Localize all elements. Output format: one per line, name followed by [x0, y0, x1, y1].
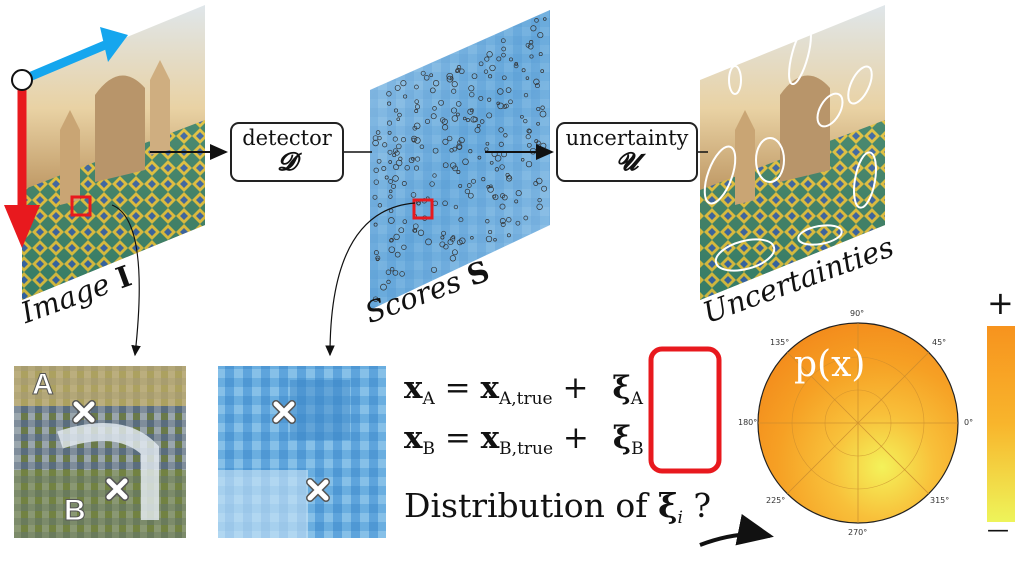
score-map — [370, 10, 550, 310]
angle-225: 225° — [766, 496, 786, 505]
eq-a-rhs-sub: A,true — [498, 389, 553, 409]
point-b-label: B — [64, 494, 87, 528]
question-text: Distribution of — [404, 486, 648, 525]
eq-b-xi-sub: B — [631, 439, 644, 459]
eq-b-lhs: x — [404, 420, 423, 456]
uncertainty-box: uncertainty 𝓤 — [556, 122, 698, 182]
eq-b-lhs-sub: B — [422, 439, 435, 459]
question-sub: i — [677, 508, 683, 528]
angle-180: 180° — [738, 418, 758, 427]
input-image — [22, 5, 205, 300]
zoom-patch-image — [14, 366, 186, 538]
angle-0: 0° — [964, 418, 974, 427]
eq-b-xi: ξ — [612, 420, 632, 456]
eq-b-rhs: x — [480, 420, 500, 456]
eq-a-lhs: x — [404, 370, 423, 406]
uncertainty-symbol: 𝓤 — [615, 147, 639, 176]
cross-marker — [105, 477, 129, 501]
equation-b: xB = xB,true + ξB — [404, 420, 644, 459]
eq-a-equals: = — [444, 370, 471, 406]
polar-distribution-plot — [757, 322, 959, 524]
eq-a-rhs: x — [480, 370, 499, 406]
question-mark: ? — [693, 486, 712, 525]
polar-density-text: p(x) — [794, 344, 866, 385]
question-xi: ξ — [657, 486, 678, 525]
noise-highlight-box — [648, 346, 722, 474]
colorbar — [987, 326, 1015, 522]
eq-a-plus: + — [562, 370, 589, 406]
angle-270: 270° — [848, 528, 868, 537]
eq-b-plus: + — [562, 420, 589, 456]
polar-density-label: p(x) — [794, 344, 865, 385]
colorbar-plus: + — [987, 284, 1014, 322]
distribution-question: Distribution of ξi ? — [404, 486, 711, 528]
uncertainty-image — [700, 5, 885, 300]
cross-marker — [72, 400, 96, 424]
colorbar-minus: — — [987, 518, 1009, 543]
equation-a: xA = xA,true + ξA — [404, 370, 643, 409]
cross-marker — [306, 478, 330, 502]
cross-marker — [272, 400, 296, 424]
eq-b-equals: = — [444, 420, 471, 456]
angle-90: 90° — [850, 309, 865, 318]
eq-a-lhs-sub: A — [422, 389, 435, 409]
eq-b-rhs-sub: B,true — [499, 439, 554, 459]
eq-a-xi: ξ — [612, 370, 631, 406]
flow-arrows — [111, 144, 774, 547]
detector-symbol: 𝓓 — [277, 147, 297, 176]
detector-label: detector — [242, 126, 332, 150]
uncertainty-label: uncertainty — [565, 126, 689, 150]
coordinate-axes — [4, 27, 128, 248]
angle-315: 315° — [930, 496, 950, 505]
angle-135: 135° — [770, 338, 790, 347]
angle-45: 45° — [932, 338, 947, 347]
detector-box: detector 𝓓 — [230, 122, 344, 182]
zoom-patch-scores — [218, 366, 386, 538]
point-a-label: A — [32, 368, 55, 402]
eq-a-xi-sub: A — [630, 389, 643, 409]
